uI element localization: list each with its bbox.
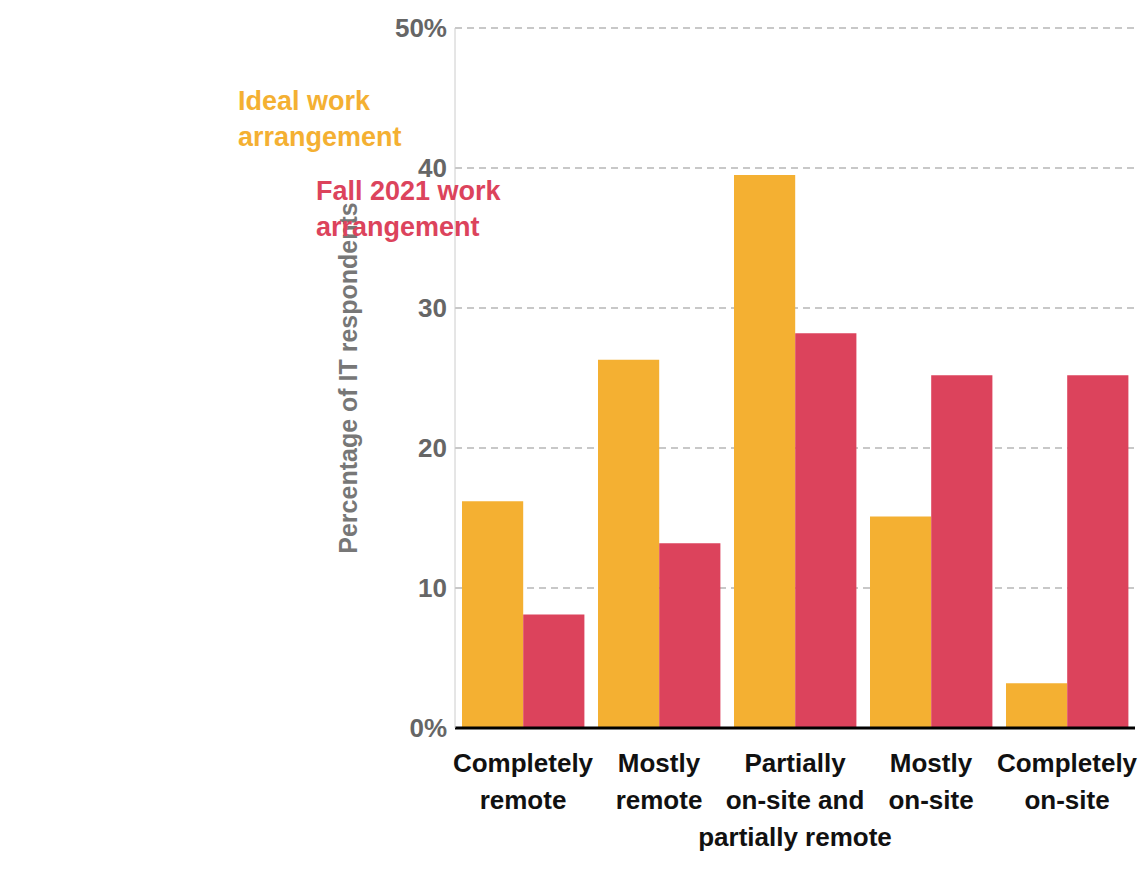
svg-text:40: 40 <box>418 153 447 183</box>
svg-text:Partiallyon-site andpartially: Partiallyon-site andpartially remote <box>698 748 892 852</box>
svg-text:0%: 0% <box>409 713 447 743</box>
html-text:Fall 2021 work arrangement: Fall 2021 work arrangement <box>316 176 501 242</box>
svg-text:50%: 50% <box>395 13 447 43</box>
svg-text:Completelyremote: Completelyremote <box>453 748 594 815</box>
svg-text:30: 30 <box>418 293 447 323</box>
svg-text:Mostlyon-site: Mostlyon-site <box>888 748 973 815</box>
svg-text:20: 20 <box>418 433 447 463</box>
svg-text:10: 10 <box>418 573 447 603</box>
svg-text:Completelyon-site: Completelyon-site <box>997 748 1138 815</box>
svg-text:Percentage of IT respondents: Percentage of IT respondents <box>334 202 362 553</box>
svg-text:Mostlyremote: Mostlyremote <box>616 748 703 815</box>
html-text:Ideal work arrangement: Ideal work arrangement <box>238 86 402 152</box>
